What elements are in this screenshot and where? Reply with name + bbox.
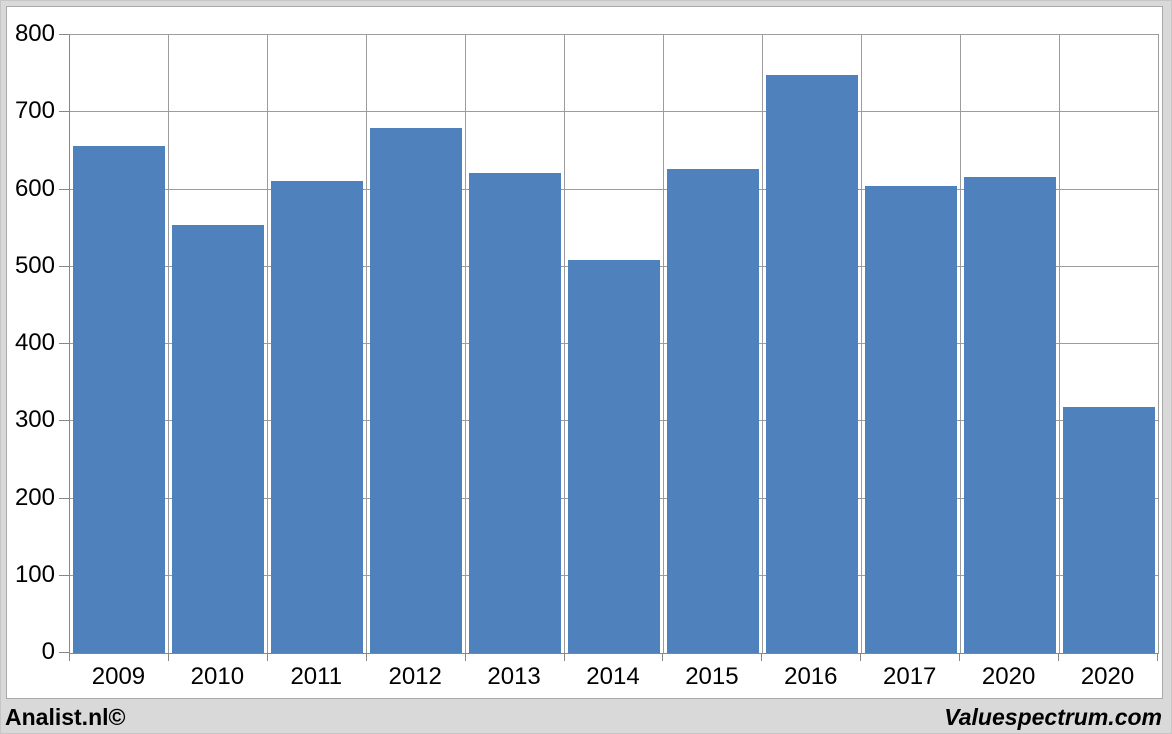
x-axis-tick-mark <box>1157 653 1158 661</box>
bar-2017 <box>865 186 957 653</box>
bar-slot-2020-9 <box>961 35 1060 653</box>
y-axis-tick-mark <box>59 111 69 113</box>
bar-slot-2020-10 <box>1060 35 1158 653</box>
x-axis-tick-mark <box>563 653 565 661</box>
bar-slot-2013-4 <box>466 35 565 653</box>
x-axis-tick-label: 2020 <box>1080 663 1135 690</box>
y-axis-tick-mark <box>59 652 69 653</box>
bar-2016 <box>766 75 858 653</box>
bar-2015 <box>667 168 759 653</box>
x-axis-tick-label: 2016 <box>784 663 838 690</box>
y-axis-tick-mark <box>59 497 69 499</box>
y-axis-tick-label: 400 <box>14 329 55 356</box>
x-axis-tick-mark <box>365 653 367 661</box>
y-axis-labels: 0 100 200 300 400 500 600 700 800 <box>1 20 55 665</box>
gridline <box>70 188 1158 190</box>
bar-2012 <box>370 127 462 653</box>
x-axis-tick-mark <box>1058 653 1060 661</box>
x-axis-tick-label: 2011 <box>290 663 343 690</box>
y-axis-tick-mark <box>59 343 69 344</box>
bar-slot-2017-8 <box>862 35 961 653</box>
y-axis-tick-mark <box>59 34 69 35</box>
x-axis-tick-mark <box>959 653 961 661</box>
x-axis-tick-mark <box>464 653 466 661</box>
bar-2009 <box>73 146 165 653</box>
bar-2011 <box>271 181 363 653</box>
gridline <box>70 111 1158 113</box>
bar-slot-2011-2 <box>268 35 367 653</box>
bar-slot-2009-0 <box>70 35 169 653</box>
x-axis-tick-mark <box>761 653 763 661</box>
x-axis-tick-mark <box>662 653 664 661</box>
y-axis-tick-label: 800 <box>14 20 55 47</box>
x-axis-tick-label: 2015 <box>685 663 739 690</box>
x-axis-tick-mark <box>167 653 169 661</box>
x-axis-tick-label: 2013 <box>487 663 541 690</box>
brand-analist: Analist.nl© <box>5 704 126 730</box>
x-axis-tick-label: 2012 <box>388 663 442 690</box>
y-axis-tick-label: 0 <box>41 638 55 665</box>
bar-slot-2010-1 <box>169 35 268 653</box>
y-axis-tick-label: 100 <box>14 560 55 588</box>
x-axis-tick-label: 2014 <box>586 663 640 690</box>
bar-series <box>70 35 1158 653</box>
x-axis-tick-label: 2017 <box>883 663 937 690</box>
bar-slot-2014-5 <box>565 35 664 653</box>
y-axis-tick-label: 500 <box>14 251 55 279</box>
y-axis-tick-mark <box>59 265 69 267</box>
x-axis-labels: 2009 2010 2011 2012 2013 2014 2015 2016 2017 2020… <box>69 661 1157 693</box>
y-axis-tick-label: 300 <box>14 406 55 434</box>
bar-slot-2015-6 <box>664 35 763 653</box>
x-axis-tick-mark <box>860 653 862 661</box>
x-axis-tick-label: 2010 <box>190 663 245 690</box>
x-axis-tick-mark <box>266 653 268 661</box>
y-axis-tick-mark <box>59 188 69 190</box>
y-axis-tick-label: 200 <box>14 483 55 511</box>
bar-slot-2016-7 <box>763 35 862 653</box>
bar-2020 <box>964 177 1056 653</box>
bar-slot-2012-3 <box>367 35 466 653</box>
brand-valuespectrum: Valuespectrum.com <box>944 704 1162 730</box>
y-axis-tick-mark <box>59 420 69 422</box>
bar-2013 <box>469 173 561 653</box>
bar-2020 <box>1063 407 1155 653</box>
plot-area <box>69 34 1159 654</box>
bar-2010 <box>172 225 264 653</box>
bar-2014 <box>568 259 660 653</box>
x-axis-tick-label: 2020 <box>981 663 1036 690</box>
y-axis-tick-mark <box>59 574 69 576</box>
x-axis-tick-mark <box>69 653 70 661</box>
y-axis-tick-label: 700 <box>14 97 55 125</box>
x-axis-tick-label: 2009 <box>91 663 146 690</box>
y-axis-tick-label: 600 <box>14 174 55 202</box>
